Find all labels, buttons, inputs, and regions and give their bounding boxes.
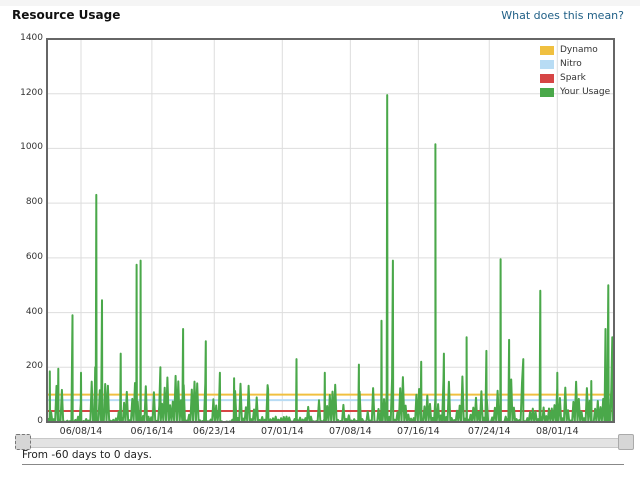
legend-label: Dynamo: [560, 45, 598, 55]
slider-handle-start[interactable]: [15, 434, 31, 450]
legend-label: Nitro: [560, 59, 582, 69]
chart-legend: Dynamo Nitro Spark Your Usage: [540, 43, 610, 99]
page-title: Resource Usage: [12, 8, 121, 22]
legend-swatch: [540, 45, 554, 55]
x-tick-label: 07/08/14: [329, 426, 372, 437]
divider: [22, 464, 624, 465]
legend-swatch: [540, 87, 554, 97]
x-tick-label: 06/08/14: [59, 426, 103, 437]
legend-swatch: [540, 73, 554, 83]
y-tick-label: 0: [37, 416, 43, 426]
date-range-label: From -60 days to 0 days.: [22, 449, 152, 461]
x-tick-label: 06/23/14: [192, 426, 236, 437]
legend-item: Dynamo: [540, 43, 610, 57]
legend-swatch: [540, 59, 554, 69]
slider-handle-end[interactable]: [618, 434, 634, 450]
legend-item: Nitro: [540, 57, 610, 71]
y-tick-label: 1200: [20, 87, 43, 98]
legend-item: Spark: [540, 71, 610, 85]
legend-label: Your Usage: [560, 87, 611, 97]
x-tick-label: 08/01/14: [535, 426, 579, 437]
legend-item: Your Usage: [540, 85, 610, 99]
legend-label: Spark: [560, 73, 586, 83]
y-tick-label: 400: [25, 306, 43, 317]
y-tick-label: 200: [25, 361, 43, 372]
y-tick-label: 1400: [20, 33, 43, 43]
date-range-slider[interactable]: [18, 438, 632, 448]
x-tick-label: 07/16/14: [397, 426, 440, 437]
y-tick-label: 1000: [20, 142, 43, 153]
y-tick-label: 800: [25, 197, 43, 208]
top-bar: [0, 0, 640, 6]
x-tick-label: 07/01/14: [260, 426, 304, 437]
x-tick-label: 07/24/14: [467, 426, 511, 437]
help-link[interactable]: What does this mean?: [501, 9, 624, 22]
y-tick-label: 600: [25, 251, 43, 262]
x-tick-label: 06/16/14: [130, 426, 174, 437]
